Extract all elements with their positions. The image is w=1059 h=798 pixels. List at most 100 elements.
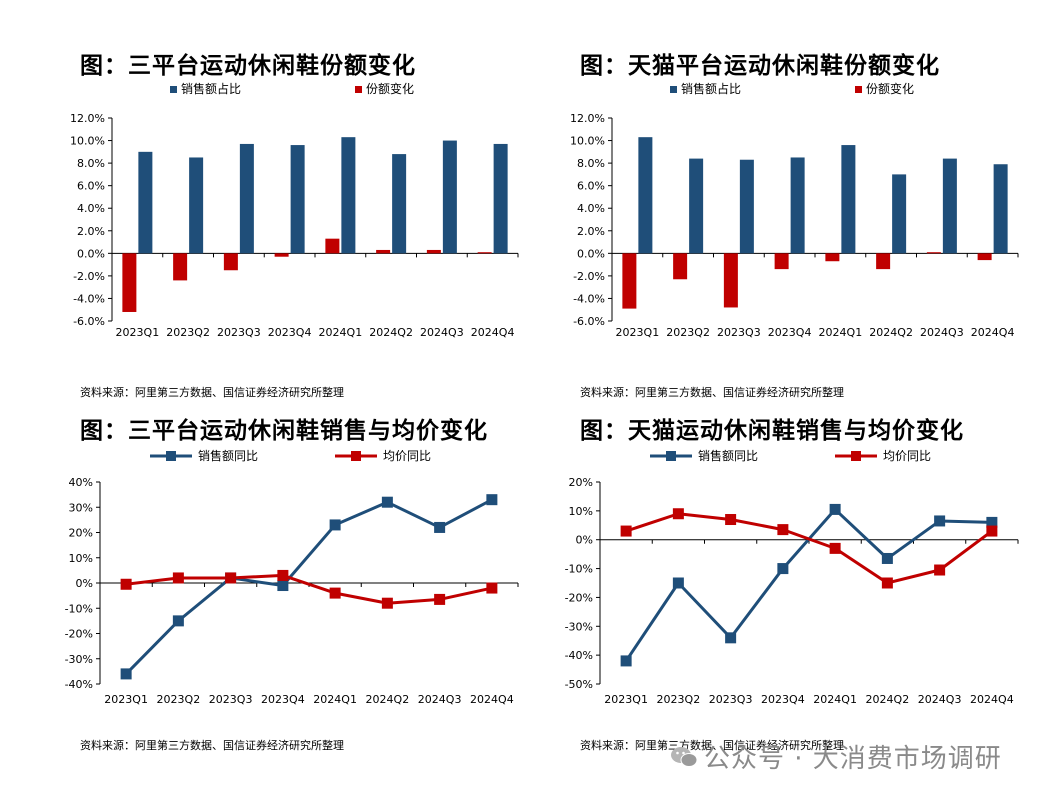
y-tick-label: 30% <box>69 501 93 514</box>
data-point-price-yoy-2023Q1 <box>620 525 632 537</box>
x-tick-label: 2024Q2 <box>366 693 410 706</box>
y-tick-label: 0% <box>576 534 593 547</box>
bar-share-2023Q2 <box>689 158 704 254</box>
x-tick-label: 2024Q4 <box>971 326 1015 339</box>
y-tick-label: -30% <box>65 653 93 666</box>
legend-label: 销售额同比 <box>698 448 758 463</box>
wechat-icon <box>670 745 698 767</box>
data-point-price-yoy-2024Q1 <box>329 587 341 599</box>
bar-chart-share-three-platforms: 销售额占比 份额变化 12.0% 10.0% 8.0% 6.0% 4.0% 2.0% 0.0% -… <box>70 81 519 339</box>
chart-panel-sales-price-three-platforms: 图：三平台运动休闲鞋销售与均价变化 销售额同比 均价同比 40% 30% 20% 10% 0… <box>30 375 530 755</box>
data-point-sales-yoy-2023Q2 <box>172 615 184 627</box>
x-tick-label: 2023Q2 <box>157 693 201 706</box>
y-tick-label: 40% <box>69 476 93 489</box>
x-tick-label: 2023Q4 <box>261 693 305 706</box>
x-tick-label: 2024Q1 <box>319 326 363 339</box>
bar-change-2023Q2 <box>173 253 188 281</box>
series-line-sales-yoy <box>125 498 493 675</box>
y-tick-label: -2.0% <box>73 270 105 283</box>
y-tick-label: 12.0% <box>70 112 105 125</box>
y-tick-label: 0.0% <box>577 247 605 260</box>
bar-share-2024Q1 <box>841 145 856 254</box>
x-tick-label: 2024Q4 <box>970 693 1014 706</box>
bar-change-2024Q1 <box>825 253 840 262</box>
bar-share-2024Q3 <box>942 158 957 254</box>
line-chart-sales-price-tmall: 销售额同比 均价同比 20% 10% 0% -10% -20% -30% -40% -50% 202… <box>565 448 1019 706</box>
data-point-price-yoy-2023Q2 <box>172 572 184 584</box>
x-tick-label: 2023Q1 <box>604 693 648 706</box>
bar-change-2024Q1 <box>325 238 340 254</box>
bar-change-2023Q1 <box>622 253 637 309</box>
bar-change-2024Q2 <box>376 249 391 254</box>
x-tick-label: 2023Q4 <box>768 326 812 339</box>
bar-share-2023Q3 <box>739 159 754 254</box>
bar-change-2024Q3 <box>426 249 441 254</box>
bar-chart-share-tmall: 销售额占比 份额变化 12.0% 10.0% 8.0% 6.0% 4.0% 2.0% 0.0% -… <box>570 81 1019 339</box>
x-tick-label: 2023Q3 <box>709 693 753 706</box>
data-point-price-yoy-2024Q2 <box>881 577 893 589</box>
data-point-price-yoy-2024Q2 <box>381 597 393 609</box>
data-point-sales-yoy-2024Q4 <box>486 494 498 506</box>
bar-change-2023Q3 <box>723 253 738 308</box>
y-tick-label: 10.0% <box>570 135 605 148</box>
x-tick-label: 2024Q1 <box>813 693 857 706</box>
y-tick-label: 4.0% <box>77 202 105 215</box>
bar-change-2023Q1 <box>122 253 137 312</box>
x-tick-label: 2024Q2 <box>866 693 910 706</box>
chart-source-note: 资料来源：阿里第三方数据、国信证券经济研究所整理 <box>580 386 844 399</box>
data-point-sales-yoy-2023Q4 <box>777 563 789 575</box>
legend-marker <box>851 451 861 461</box>
y-tick-label: -30% <box>565 620 593 633</box>
x-tick-label: 2023Q4 <box>761 693 805 706</box>
watermark: 公众号 · 大消费市场调研 <box>670 736 1002 776</box>
data-point-sales-yoy-2024Q2 <box>381 496 393 508</box>
x-tick-label: 2024Q3 <box>418 693 462 706</box>
x-tick-label: 2023Q1 <box>116 326 160 339</box>
bar-share-2023Q3 <box>239 143 254 254</box>
data-point-price-yoy-2023Q4 <box>777 524 789 536</box>
legend-marker-share <box>670 86 677 93</box>
y-tick-label: 20% <box>569 476 593 489</box>
x-tick-label: 2023Q3 <box>717 326 761 339</box>
data-point-sales-yoy-2023Q1 <box>620 655 632 667</box>
line-chart-sales-price-three-platforms: 销售额同比 均价同比 40% 30% 20% 10% 0% -10% -20% -30% -40% 2… <box>65 448 519 706</box>
legend-marker-change <box>855 86 862 93</box>
x-tick-label: 2024Q1 <box>819 326 863 339</box>
legend-label: 份额变化 <box>866 81 914 96</box>
data-point-price-yoy-2023Q3 <box>725 514 737 526</box>
y-tick-label: -40% <box>65 678 93 691</box>
data-point-sales-yoy-2024Q4 <box>986 516 998 528</box>
bar-share-2023Q1 <box>138 151 153 254</box>
data-point-sales-yoy-2023Q2 <box>672 577 684 589</box>
data-point-price-yoy-2024Q4 <box>486 582 498 594</box>
chart-source-note: 资料来源：阿里第三方数据、国信证券经济研究所整理 <box>80 386 344 399</box>
x-tick-label: 2023Q1 <box>104 693 148 706</box>
y-tick-label: 4.0% <box>577 202 605 215</box>
legend-marker <box>166 451 176 461</box>
data-point-price-yoy-2024Q4 <box>986 525 998 537</box>
legend-label: 份额变化 <box>366 81 414 96</box>
legend-marker <box>351 451 361 461</box>
chart-title: 图：三平台运动休闲鞋销售与均价变化 <box>80 418 488 444</box>
bar-share-2024Q4 <box>493 143 508 254</box>
chart-title: 图：三平台运动休闲鞋份额变化 <box>80 53 416 79</box>
bar-share-2023Q4 <box>790 157 805 254</box>
y-tick-label: 2.0% <box>77 225 105 238</box>
y-tick-label: 10.0% <box>70 135 105 148</box>
bar-share-2023Q2 <box>189 157 204 254</box>
bar-share-2024Q2 <box>392 154 407 254</box>
chart-source-note: 资料来源：阿里第三方数据、国信证券经济研究所整理 <box>580 739 844 752</box>
data-point-price-yoy-2023Q1 <box>120 578 132 590</box>
y-tick-label: 20% <box>69 527 93 540</box>
y-tick-label: 2.0% <box>577 225 605 238</box>
bar-share-2024Q4 <box>993 164 1008 254</box>
y-tick-label: 6.0% <box>577 180 605 193</box>
bar-share-2024Q2 <box>892 174 907 254</box>
bar-share-2023Q1 <box>638 137 653 254</box>
x-tick-label: 2023Q3 <box>209 693 253 706</box>
y-tick-label: -6.0% <box>573 315 605 328</box>
x-tick-label: 2023Q2 <box>666 326 710 339</box>
legend-label: 销售额占比 <box>681 81 741 96</box>
y-tick-label: -50% <box>565 678 593 691</box>
data-point-sales-yoy-2023Q1 <box>120 668 132 680</box>
